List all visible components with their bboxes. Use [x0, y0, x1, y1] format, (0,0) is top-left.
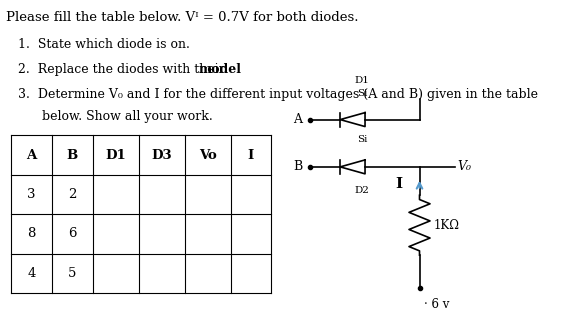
Text: 2.  Replace the diodes with their: 2. Replace the diodes with their [6, 63, 229, 76]
Text: Si: Si [357, 88, 367, 98]
Text: Please fill the table below. Vᴵ = 0.7V for both diodes.: Please fill the table below. Vᴵ = 0.7V f… [6, 11, 359, 24]
Text: 1.  State which diode is on.: 1. State which diode is on. [6, 38, 190, 51]
Text: A: A [293, 113, 303, 126]
Text: 8: 8 [27, 227, 36, 240]
Text: 6: 6 [68, 227, 76, 240]
Text: 2: 2 [68, 188, 76, 201]
Text: B: B [293, 160, 303, 173]
Text: A: A [26, 149, 37, 162]
Text: 4: 4 [27, 267, 36, 280]
Text: B: B [66, 149, 78, 162]
Text: I: I [396, 177, 403, 191]
Text: 3.  Determine V₀ and I for the different input voltages (A and B) given in the t: 3. Determine V₀ and I for the different … [6, 88, 538, 101]
Text: D3: D3 [151, 149, 172, 162]
Text: 5: 5 [68, 267, 76, 280]
Text: D1: D1 [355, 76, 370, 85]
Text: D1: D1 [105, 149, 126, 162]
Text: D2: D2 [355, 186, 370, 195]
Text: V₀: V₀ [458, 160, 472, 173]
Text: 1KΩ: 1KΩ [434, 219, 460, 232]
Text: · 6 v: · 6 v [424, 298, 450, 311]
Text: 3: 3 [27, 188, 36, 201]
Text: model: model [199, 63, 242, 76]
Text: Vo: Vo [199, 149, 217, 162]
Text: below. Show all your work.: below. Show all your work. [6, 110, 213, 123]
Text: Si: Si [357, 135, 367, 144]
Text: I: I [248, 149, 254, 162]
